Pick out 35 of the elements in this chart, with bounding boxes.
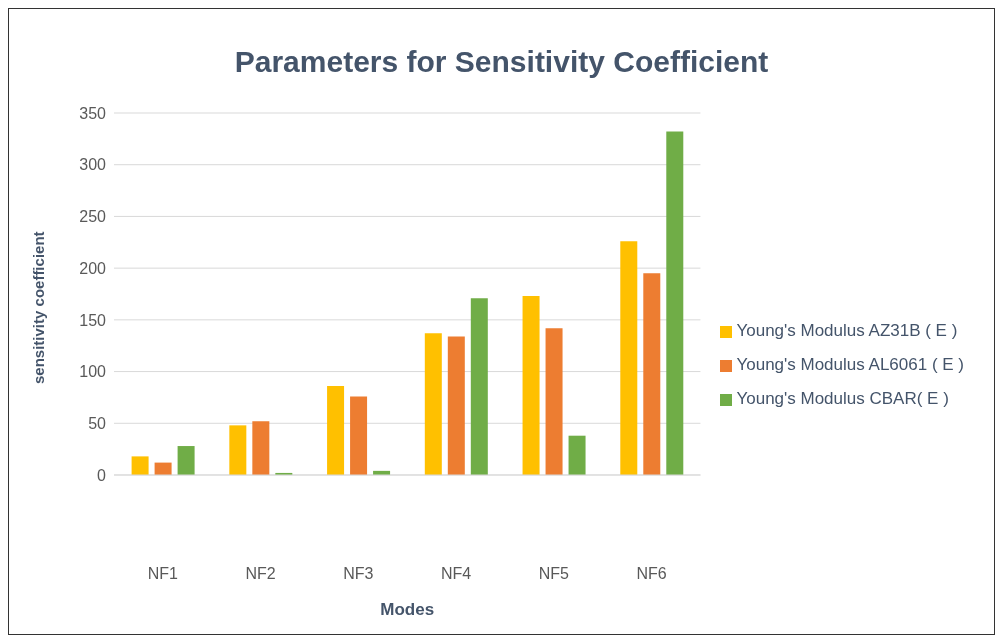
y-tick-label: 300 <box>79 156 107 174</box>
y-tick-label: 200 <box>79 259 107 277</box>
y-tick-label: 100 <box>79 363 107 381</box>
x-tick-label: NF4 <box>440 565 472 583</box>
bar <box>522 296 540 475</box>
x-tick-label: NF6 <box>636 565 667 583</box>
y-tick-label: 350 <box>79 104 107 122</box>
bar <box>424 333 442 475</box>
bar <box>666 131 684 475</box>
x-tick-label: NF3 <box>343 565 374 583</box>
bar <box>470 298 488 475</box>
bar <box>350 396 368 475</box>
y-tick-label: 50 <box>88 414 107 432</box>
chart-title: Parameters for Sensitivity Coefficient <box>233 44 770 80</box>
bar <box>131 456 149 475</box>
y-axis-title: sensitivity coefficient <box>30 231 48 384</box>
bar <box>643 273 661 475</box>
bar <box>229 425 247 475</box>
legend-label: Young's Modulus CBAR( E ) <box>736 389 949 408</box>
y-tick-label: 250 <box>79 208 107 226</box>
y-tick-label: 0 <box>97 466 107 484</box>
y-tick-label: 150 <box>79 311 107 329</box>
bar <box>545 328 563 475</box>
x-tick-label: NF1 <box>147 565 179 583</box>
legend-label: Young's Modulus AZ31B ( E ) <box>736 321 958 340</box>
bar <box>620 241 638 475</box>
x-tick-label: NF5 <box>538 565 570 583</box>
bar <box>177 446 195 475</box>
bar <box>447 336 465 475</box>
bar <box>252 421 270 475</box>
x-tick-label: NF2 <box>245 565 276 583</box>
bar <box>327 386 345 475</box>
legend-label: Young's Modulus AL6061 ( E ) <box>736 355 964 374</box>
x-axis-title: Modes <box>380 600 435 619</box>
bar <box>568 435 586 475</box>
